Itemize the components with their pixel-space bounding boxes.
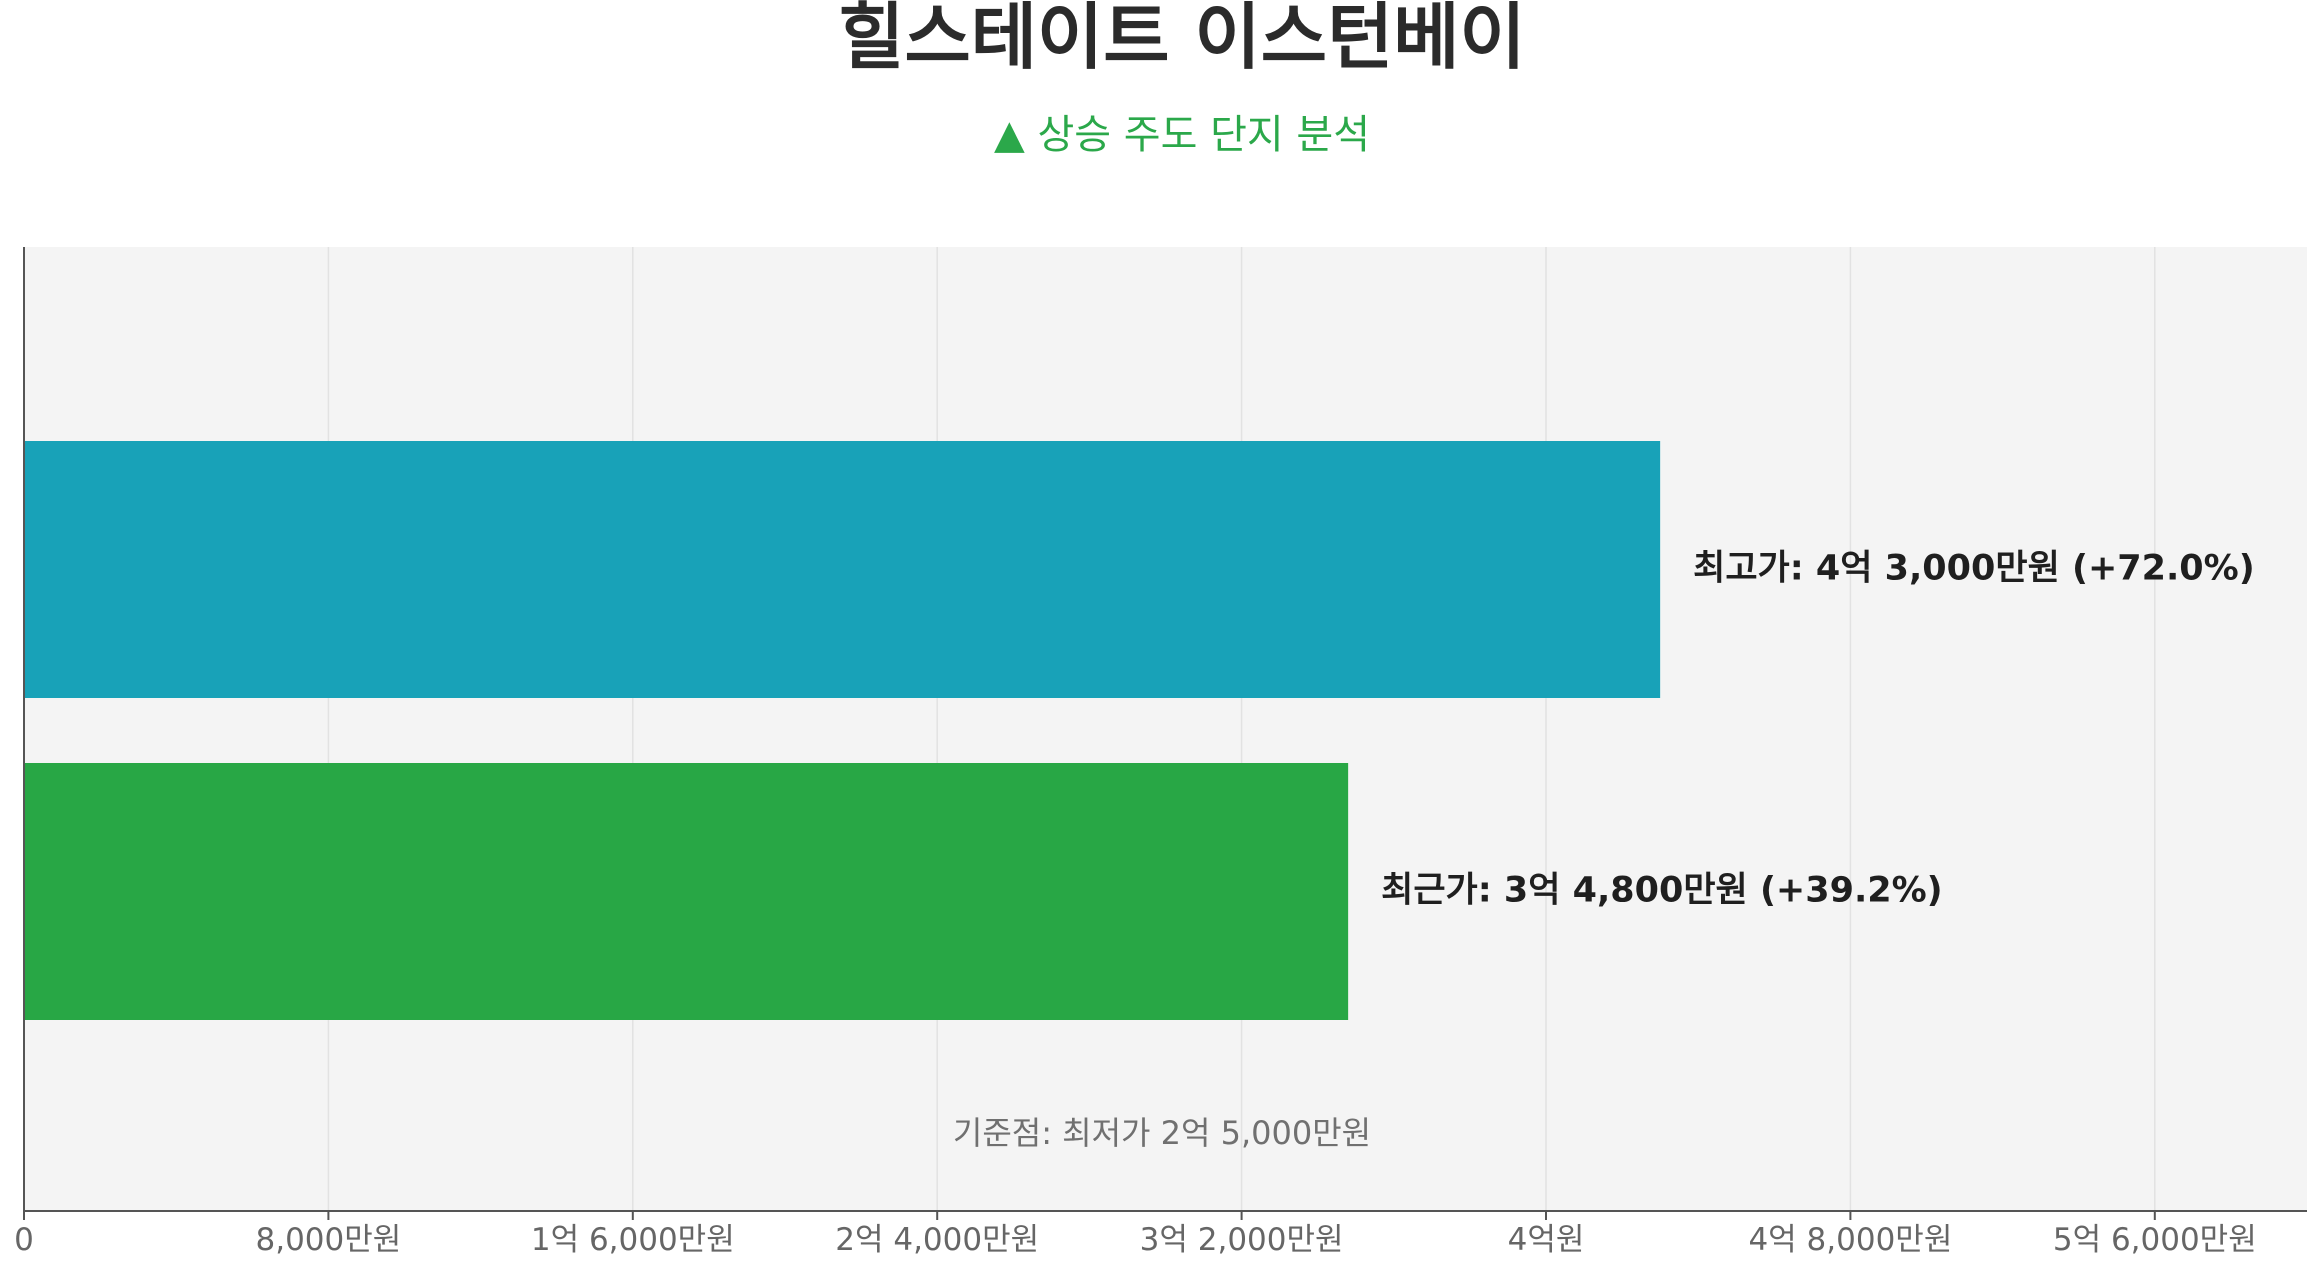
- x-tick-label: 2억 4,000만원: [835, 1222, 1039, 1258]
- x-tick-label: 5억 6,000만원: [2053, 1222, 2257, 1258]
- chart-title: 힐스테이트 이스턴베이: [838, 0, 1525, 79]
- x-tick-label: 0: [14, 1222, 34, 1258]
- x-tick-label: 3억 2,000만원: [1140, 1222, 1344, 1258]
- bars: [24, 441, 1661, 1020]
- x-axis-ticks: 0 8,000만원 1억 6,000만원 2억 4,000만원 3억 2,000만원 4억…: [14, 1211, 2257, 1258]
- baseline-annotation: 기준점: 최저가 2억 5,000만원: [953, 1114, 1371, 1152]
- bar: [24, 441, 1661, 698]
- x-tick-label: 1억 6,000만원: [531, 1222, 735, 1258]
- bar-value-label: 최고가: 4억 3,000만원 (+72.0%): [1693, 549, 2255, 589]
- bar-labels: 최고가: 4억 3,000만원 (+72.0%) 최근가: 3억 4,800만원 …: [1381, 549, 2255, 911]
- x-tick-label: 4억원: [1508, 1222, 1585, 1258]
- bar-value-label: 최근가: 3억 4,800만원 (+39.2%): [1381, 871, 1943, 911]
- plot-background: [24, 247, 2307, 1211]
- x-tick-label: 8,000만원: [256, 1222, 402, 1258]
- grid-lines: [327, 247, 2156, 1211]
- x-tick-label: 4억 8,000만원: [1748, 1222, 1952, 1258]
- bar: [24, 763, 1349, 1020]
- chart-subtitle: ▲ 상승 주도 단지 분석: [994, 112, 1370, 158]
